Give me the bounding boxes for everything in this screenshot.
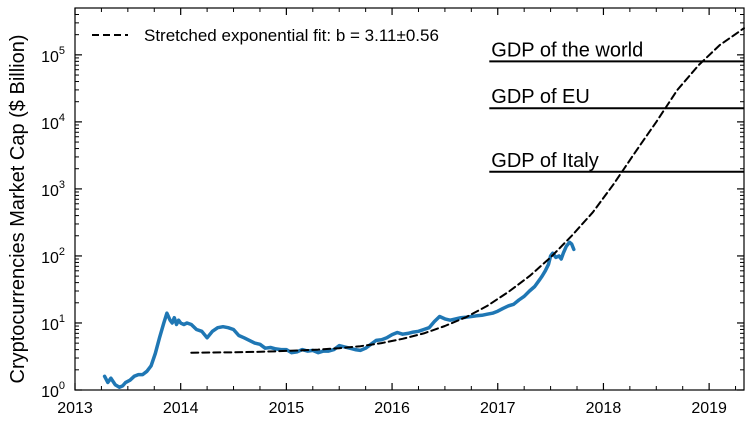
y-tick-label: 104 [41,112,65,133]
x-tick-label: 2014 [163,400,199,417]
market-cap-line [102,240,576,389]
y-tick-exponent: 4 [59,112,65,124]
axis-ticks [74,7,744,391]
y-tick-exponent: 5 [59,45,65,57]
x-tick-labels: 2013 2014 2015 2016 2017 2018 2019 [57,400,727,417]
fit-curve-dashed [190,27,745,354]
y-axis-label: Cryptocurrencies Market Cap ($ Billion) [7,34,29,383]
plot-area-frame [74,7,745,391]
y-tick-exponent: 2 [59,246,65,258]
legend: Stretched exponential fit: b = 3.11±0.56 [92,26,439,45]
y-tick-base: 10 [41,250,59,267]
y-tick-label: 103 [41,179,65,200]
x-tick-label: 2017 [480,400,516,417]
y-tick-base: 10 [41,183,59,200]
x-tick-label: 2018 [586,400,622,417]
y-tick-exponent: 1 [59,313,65,325]
x-tick-label: 2015 [269,400,305,417]
y-tick-base: 10 [41,116,59,133]
y-tick-label: 100 [41,380,65,401]
y-tick-base: 10 [41,384,59,401]
y-tick-base: 10 [41,317,59,334]
legend-label-fit: Stretched exponential fit: b = 3.11±0.56 [144,26,439,45]
y-tick-exponent: 0 [59,380,65,392]
y-tick-label: 101 [41,313,65,334]
data-series [102,27,745,389]
reference-lines: GDP of the world GDP of EU GDP of Italy [489,39,744,173]
gdp-reference-label: GDP of EU [491,86,590,108]
y-tick-label: 102 [41,246,65,267]
gdp-reference-label: GDP of Italy [491,150,598,172]
y-tick-label: 105 [41,45,65,66]
x-tick-label: 2016 [374,400,410,417]
y-tick-base: 10 [41,49,59,66]
x-tick-label: 2019 [691,400,727,417]
gdp-reference-label: GDP of the world [491,39,643,61]
y-tick-exponent: 3 [59,179,65,191]
x-tick-label: 2013 [57,400,93,417]
